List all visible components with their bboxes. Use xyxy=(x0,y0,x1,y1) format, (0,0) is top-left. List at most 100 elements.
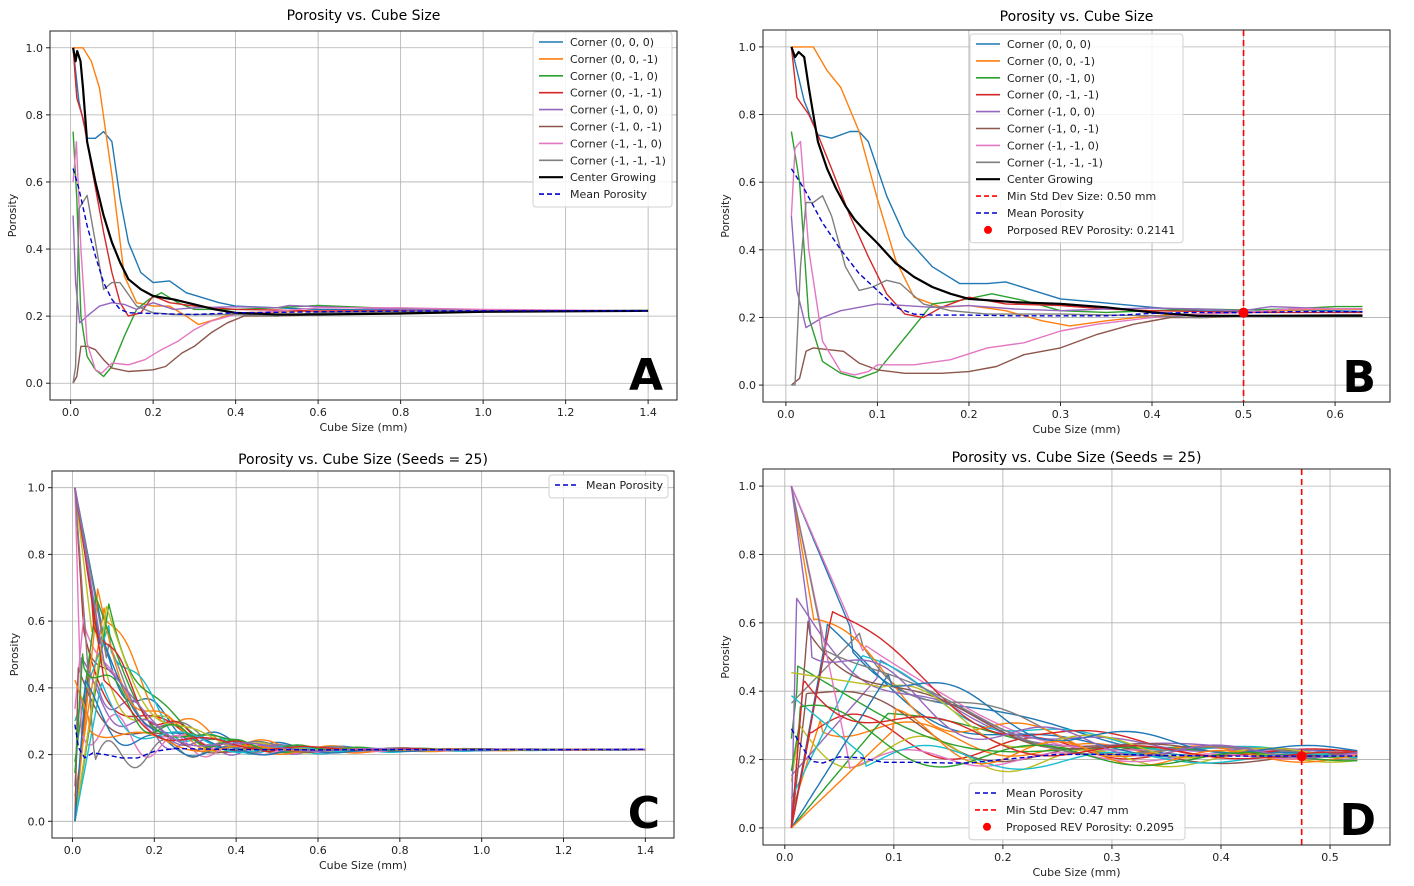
legend-item: Proposed REV Porosity: 0.2095 xyxy=(983,821,1174,834)
y-tick-label: 0.4 xyxy=(26,243,44,256)
legend-item: Corner (0, 0, -1) xyxy=(976,55,1095,68)
legend-box xyxy=(548,474,669,499)
legend-label: Corner (0, -1, 0) xyxy=(570,70,658,83)
legend-item: Corner (0, -1, 0) xyxy=(976,72,1095,85)
x-axis-label: Cube Size (mm) xyxy=(1033,423,1121,436)
legend-label: Proposed REV Porosity: 0.2095 xyxy=(1006,821,1174,834)
x-tick-label: 0.2 xyxy=(960,408,978,421)
seed-line xyxy=(74,487,646,752)
x-tick-label: 0.4 xyxy=(1143,408,1161,421)
series-line xyxy=(72,168,649,316)
legend-label: Mean Porosity xyxy=(586,479,664,492)
y-tick-label: 0.8 xyxy=(739,109,757,122)
legend-label: Corner (0, 0, -1) xyxy=(1007,55,1095,68)
y-tick-label: 1.0 xyxy=(739,41,757,54)
x-tick-label: 1.0 xyxy=(473,844,491,857)
legend-label: Center Growing xyxy=(1007,173,1093,186)
y-tick-label: 1.0 xyxy=(739,480,757,493)
x-tick-label: 0.4 xyxy=(227,844,245,857)
y-tick-label: 0.2 xyxy=(26,310,44,323)
legend-label: Corner (-1, -1, -1) xyxy=(570,154,666,167)
legend-item: Corner (-1, -1, 0) xyxy=(539,137,662,150)
legend-item: Corner (0, -1, -1) xyxy=(976,89,1099,102)
chart-title: Porosity vs. Cube Size (Seeds = 25) xyxy=(238,452,488,468)
legend-label: Corner (0, 0, 0) xyxy=(1007,38,1091,51)
legend-item: Porposed REV Porosity: 0.2141 xyxy=(984,224,1175,237)
series-line xyxy=(790,46,1363,317)
legend-label: Corner (-1, 0, 0) xyxy=(1007,106,1095,119)
seed-line xyxy=(74,487,646,751)
axes-frame xyxy=(51,470,675,839)
y-tick-label: 0.6 xyxy=(28,615,46,628)
panel-label: C xyxy=(628,788,660,839)
legend-label: Mean Porosity xyxy=(1006,787,1084,800)
subplot-b: 0.0 0.1 0.2 0.3 0.4 0.5 0.6 0.0 0.2 0.4 0.6 0.8 1.0 P… xyxy=(719,9,1391,436)
seed-line xyxy=(790,485,1358,769)
seed-line xyxy=(790,704,1358,772)
series-line xyxy=(72,131,649,378)
subplot-c: 0.0 0.2 0.4 0.6 0.8 1.0 1.2 1.4 0.0 0.2 0.4 0.6 0.8 1… xyxy=(8,452,675,872)
legend-item: Mean Porosity xyxy=(539,188,648,201)
axes-frame xyxy=(762,468,1391,846)
x-tick-label: 1.2 xyxy=(555,844,573,857)
y-tick-label: 0.6 xyxy=(26,176,44,189)
seed-line xyxy=(790,486,1358,759)
x-tick-label: 0.0 xyxy=(776,851,794,864)
legend-label: Corner (-1, 0, 0) xyxy=(570,104,658,117)
rev-porosity-marker xyxy=(1238,307,1249,318)
legend-label: Corner (-1, 0, -1) xyxy=(570,121,662,134)
panel-label: D xyxy=(1339,795,1376,846)
y-tick-label: 0.6 xyxy=(739,617,757,630)
legend-label: Corner (0, -1, -1) xyxy=(1007,89,1099,102)
chart-title: Porosity vs. Cube Size (Seeds = 25) xyxy=(952,450,1202,466)
legend-label: Corner (0, 0, -1) xyxy=(570,53,658,66)
legend-item: Corner (0, 0, 0) xyxy=(539,36,654,49)
series-line xyxy=(72,47,649,316)
legend-item: Corner (0, -1, -1) xyxy=(539,87,662,100)
plot-area xyxy=(74,487,646,822)
legend-marker xyxy=(983,822,991,831)
chart-title: Porosity vs. Cube Size xyxy=(1000,9,1154,25)
panel-label: A xyxy=(629,350,663,401)
plot-area xyxy=(790,46,1363,386)
panel-label: B xyxy=(1342,352,1376,403)
legend-box xyxy=(969,33,1184,244)
subplot-d: 0.0 0.1 0.2 0.3 0.4 0.5 0.0 0.2 0.4 0.6 0.8 1.0 Poro… xyxy=(719,450,1391,879)
y-tick-label: 0.4 xyxy=(28,682,46,695)
legend-item: Mean Porosity xyxy=(975,787,1084,800)
legend-label: Corner (-1, -1, -1) xyxy=(1007,156,1103,169)
x-tick-label: 0.8 xyxy=(392,406,410,419)
legend-box xyxy=(532,31,673,208)
legend-item: Corner (-1, -1, -1) xyxy=(976,156,1103,169)
subplot-a: 0.0 0.2 0.4 0.6 0.8 1.0 1.2 1.4 0.0 0.2 0.4 0.6 0.8 1… xyxy=(6,8,678,434)
x-tick-label: 0.8 xyxy=(391,844,409,857)
legend-item: Corner (-1, 0, -1) xyxy=(539,121,662,134)
y-tick-label: 0.2 xyxy=(739,311,757,324)
legend-label: Porposed REV Porosity: 0.2141 xyxy=(1007,224,1175,237)
seed-line xyxy=(790,485,1358,758)
y-tick-label: 0.8 xyxy=(28,548,46,561)
y-tick-label: 1.0 xyxy=(26,42,44,55)
seed-line xyxy=(74,657,646,787)
legend-item: Center Growing xyxy=(976,173,1093,186)
x-tick-label: 0.1 xyxy=(885,851,903,864)
legend-box xyxy=(968,782,1186,841)
x-tick-label: 0.0 xyxy=(64,844,82,857)
x-tick-label: 0.6 xyxy=(309,406,327,419)
legend-label: Corner (0, 0, 0) xyxy=(570,36,654,49)
legend-label: Corner (0, -1, -1) xyxy=(570,87,662,100)
seed-line xyxy=(74,588,646,822)
legend-item: Corner (-1, -1, -1) xyxy=(539,154,666,167)
seed-line xyxy=(74,607,646,797)
legend-label: Corner (-1, 0, -1) xyxy=(1007,123,1099,136)
y-axis-label: Porosity xyxy=(6,193,19,237)
seed-line xyxy=(790,671,1358,759)
legend-label: Min Std Dev Size: 0.50 mm xyxy=(1007,190,1156,203)
y-tick-label: 0.2 xyxy=(739,754,757,767)
legend-item: Corner (0, -1, 0) xyxy=(539,70,658,83)
plot-area xyxy=(790,485,1358,829)
legend-item: Center Growing xyxy=(539,171,656,184)
legend-item: Corner (0, 0, 0) xyxy=(976,38,1091,51)
seed-line xyxy=(74,487,646,751)
